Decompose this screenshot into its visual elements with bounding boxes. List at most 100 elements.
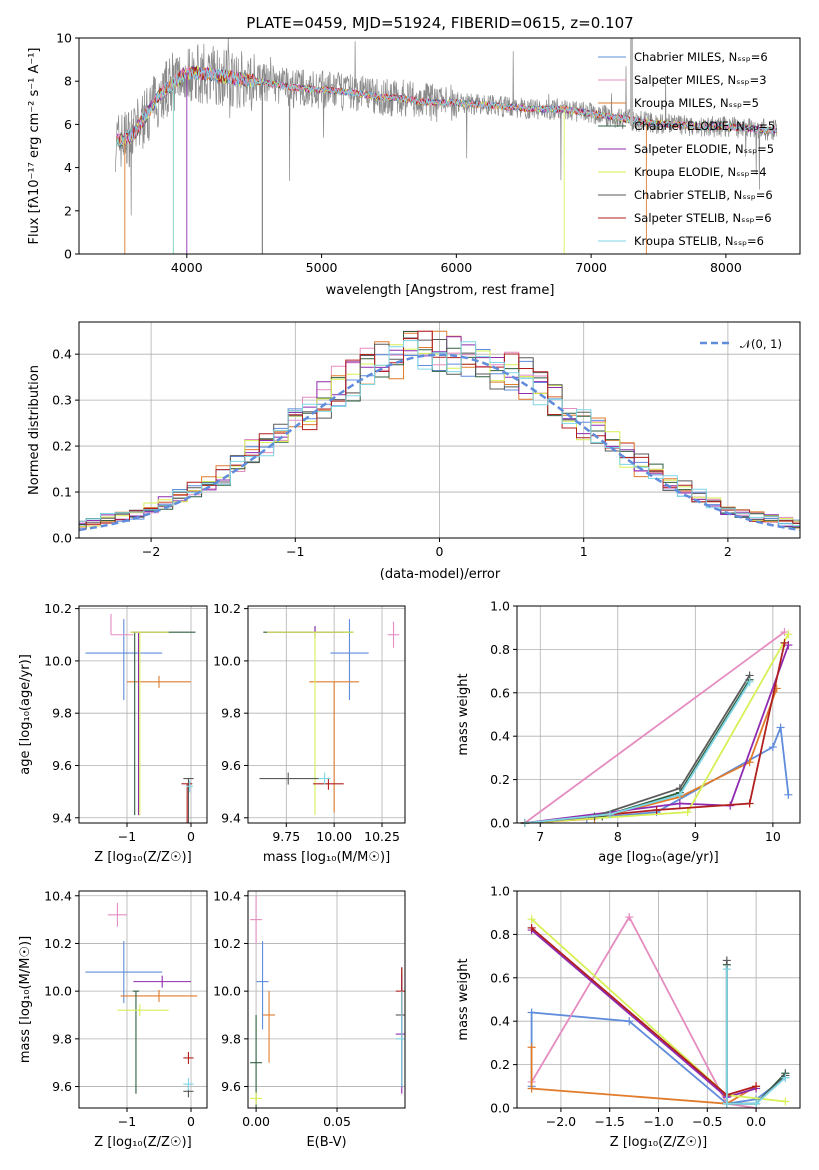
- x-tick-label: 8000: [710, 260, 742, 275]
- x-tick-label: 2: [724, 544, 732, 559]
- x-tick-label: 0.05: [323, 1114, 351, 1129]
- y-tick-label: 0.4: [490, 729, 510, 744]
- y-tick-label: 0: [64, 247, 72, 262]
- x-axis-label: Z [log₁₀(Z/Z☉)]: [94, 1135, 191, 1150]
- y-tick-label: 0.4: [52, 347, 72, 362]
- y-tick-label: 0.8: [490, 642, 510, 657]
- age-vs-Z-panel: −1 0 9.4 9.6 9.8 10.0 10.2 Z [log₁₀(Z/Z☉)] age […: [18, 601, 208, 865]
- y-tick-label: 0.6: [490, 970, 510, 985]
- weight-marker: [722, 965, 731, 974]
- y-tick-label: 0.2: [490, 772, 510, 787]
- x-tick-label: −2: [142, 544, 160, 559]
- y-tick-label: 9.6: [221, 758, 241, 773]
- y-tick-label: 10.2: [213, 936, 241, 951]
- legend-label: Chabrier ELODIE, Nₛₛₚ=5: [634, 119, 775, 133]
- weight-vs-Z-panel: −2.0 −1.5 −1.0 −0.5 0.0 0.0 0.2 0.4 0.6 0.8 1.0 Z […: [456, 884, 801, 1150]
- y-tick-label: 4: [64, 160, 72, 175]
- weight-marker: [606, 810, 615, 819]
- legend-label: Kroupa ELODIE, Nₛₛₚ=4: [634, 165, 767, 179]
- x-tick-label: 0: [436, 544, 444, 559]
- y-tick-label: 9.8: [221, 706, 241, 721]
- weight-marker: [625, 1017, 634, 1026]
- y-tick-label: 9.4: [52, 810, 72, 825]
- y-tick-label: 10.0: [44, 653, 72, 668]
- weight-marker: [776, 723, 785, 732]
- y-tick-label: 0.2: [490, 1057, 510, 1072]
- weight-marker: [527, 1084, 536, 1093]
- y-tick-label: 0.6: [490, 685, 510, 700]
- y-tick-label: 1.0: [490, 884, 510, 899]
- weight-marker: [745, 677, 754, 686]
- weight-marker: [780, 638, 789, 647]
- model-spectrum-line: [116, 66, 777, 145]
- weight-vs-age-panel: 7 8 9 10 0.0 0.2 0.4 0.6 0.8 1.0 age [log₁₀(age/yr…: [456, 599, 801, 865]
- y-tick-label: 2: [64, 203, 72, 218]
- y-tick-label: 10.2: [213, 601, 241, 616]
- mass-vs-Z-panel: −1 0 9.6 9.8 10.0 10.2 10.4 Z [log₁₀(Z/Z☉)] mass…: [18, 888, 208, 1150]
- x-tick-label: 1: [580, 544, 588, 559]
- weight-line: [531, 927, 757, 1097]
- weight-line: [530, 915, 757, 1109]
- y-tick-label: 10.0: [213, 653, 241, 668]
- y-tick-label: 0.4: [490, 1014, 510, 1029]
- y-tick-label: 10.2: [44, 936, 72, 951]
- x-tick-label: −1.5: [595, 1114, 625, 1129]
- x-tick-label: 8: [614, 829, 622, 844]
- weight-marker: [768, 743, 777, 752]
- histogram-steps: [79, 331, 800, 528]
- weight-marker: [625, 913, 634, 922]
- y-tick-label: 10.4: [213, 888, 241, 903]
- y-tick-label: 6: [64, 117, 72, 132]
- weight-marker: [745, 799, 754, 808]
- y-tick-label: 9.8: [52, 706, 72, 721]
- x-tick-label: 6000: [440, 260, 472, 275]
- spectrum-xlabel: wavelength [Angstrom, rest frame]: [326, 283, 555, 298]
- y-tick-label: 10.0: [44, 984, 72, 999]
- y-tick-label: 9.6: [221, 1079, 241, 1094]
- residual-ylabel: Normed distribution: [27, 365, 42, 495]
- x-tick-label: −1.0: [643, 1114, 673, 1129]
- weight-line: [530, 1047, 757, 1105]
- y-tick-label: 10.0: [213, 984, 241, 999]
- x-tick-label: 10: [765, 829, 781, 844]
- x-tick-label: −1: [118, 1114, 136, 1129]
- weight-marker: [527, 1043, 536, 1052]
- x-axis-label: Z [log₁₀(Z/Z☉)]: [610, 1135, 707, 1150]
- legend-label: Kroupa STELIB, Nₛₛₚ=6: [634, 234, 764, 248]
- x-tick-label: 5000: [306, 260, 338, 275]
- x-tick-label: 9: [691, 829, 699, 844]
- weight-line: [725, 969, 786, 1105]
- y-tick-label: 10: [56, 31, 72, 46]
- residual-legend: 𝒩(0, 1): [700, 337, 782, 351]
- weight-marker: [784, 630, 793, 639]
- x-axis-label: Z [log₁₀(Z/Z☉)]: [94, 850, 191, 865]
- weight-marker: [722, 1099, 731, 1108]
- weight-line: [524, 631, 786, 824]
- legend-label: Salpeter ELODIE, Nₛₛₚ=5: [634, 142, 774, 156]
- x-tick-label: 0: [187, 1114, 195, 1129]
- x-tick-label: 7000: [575, 260, 607, 275]
- weight-marker: [781, 1097, 790, 1106]
- x-tick-label: −0.5: [692, 1114, 722, 1129]
- weight-marker: [752, 1099, 761, 1108]
- y-tick-label: 0.2: [52, 439, 72, 454]
- y-tick-label: 9.6: [52, 1079, 72, 1094]
- y-tick-label: 0.0: [52, 531, 72, 546]
- y-tick-label: 9.8: [52, 1031, 72, 1046]
- spectrum-legend: Chabrier MILES, Nₛₛₚ=6 Salpeter MILES, Nₛ…: [598, 50, 775, 248]
- axes-frame: [247, 605, 406, 824]
- y-tick-label: 9.4: [221, 810, 241, 825]
- y-axis-label: mass [log₁₀(M/M☉)]: [18, 936, 33, 1063]
- x-tick-label: −1: [286, 544, 304, 559]
- y-tick-label: 0.0: [490, 1101, 510, 1116]
- weight-marker: [745, 758, 754, 767]
- x-axis-label: age [log₁₀(age/yr)]: [598, 850, 719, 865]
- x-tick-label: 10.25: [364, 829, 400, 844]
- model-spectrum-line: [116, 67, 777, 148]
- weight-line: [524, 681, 751, 824]
- normal-legend-label: 𝒩(0, 1): [740, 337, 782, 351]
- x-axis-label: E(B-V): [306, 1135, 346, 1150]
- x-tick-label: −1: [118, 829, 136, 844]
- axes-frame: [78, 605, 208, 824]
